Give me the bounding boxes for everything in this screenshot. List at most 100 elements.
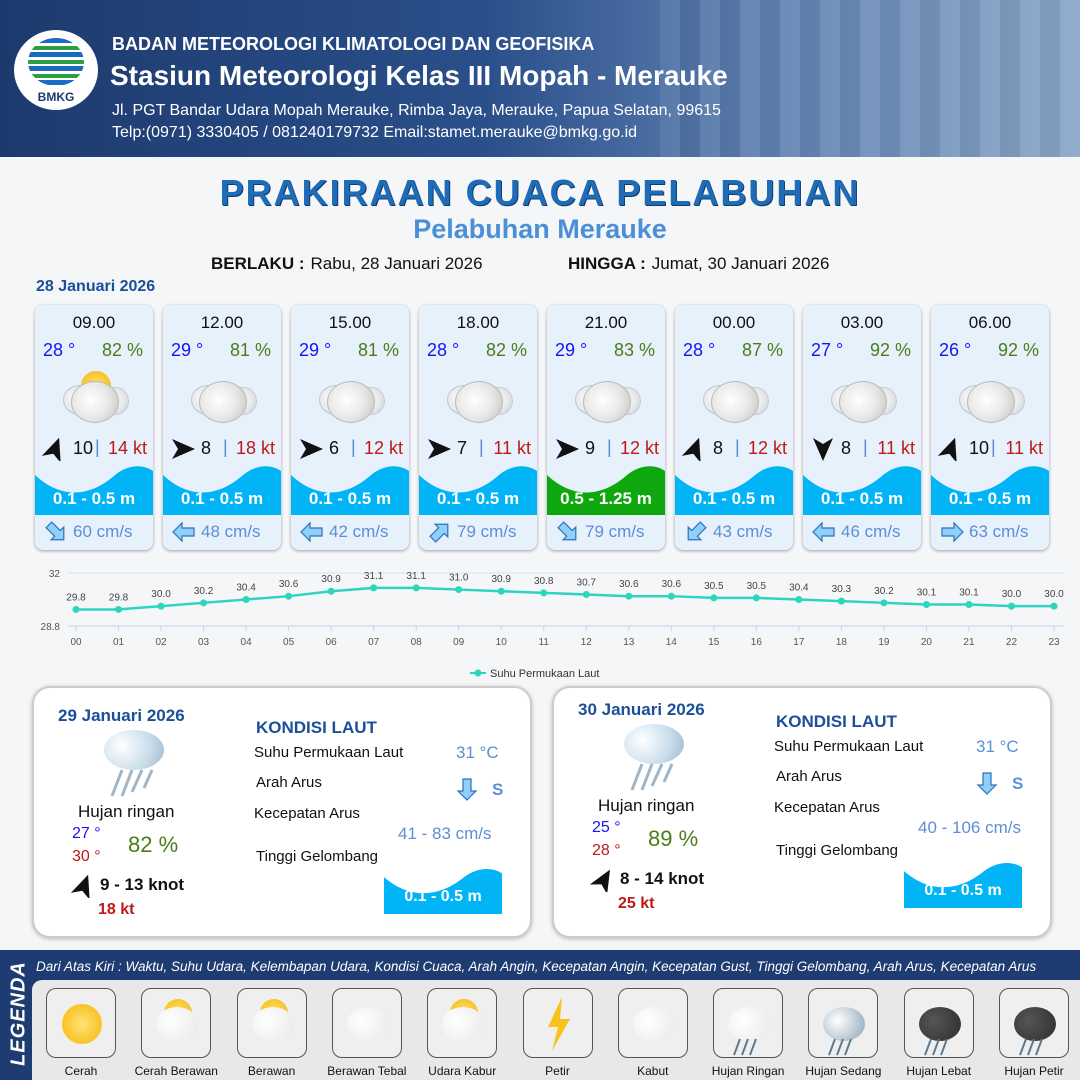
forecast-time: 06.00 <box>968 313 1012 332</box>
overcast-icon <box>331 988 402 1058</box>
data-label: 30.6 <box>279 579 299 590</box>
weather-icon <box>955 377 1025 427</box>
wave-icon <box>931 463 1049 515</box>
x-tick-label: 00 <box>70 637 82 648</box>
wind-direction-icon <box>41 437 61 461</box>
wind-direction-icon <box>70 874 90 900</box>
wind-speed: 8 <box>201 438 212 458</box>
wind-direction-icon <box>813 438 833 461</box>
wind-info: 8 | 11 kt <box>803 437 921 461</box>
data-label: 31.0 <box>449 573 469 584</box>
x-tick-label: 23 <box>1048 637 1060 648</box>
gust-speed: 12 kt <box>619 438 659 458</box>
x-tick-label: 12 <box>581 637 593 648</box>
wave-icon <box>291 463 409 515</box>
humidity: 92 % <box>869 340 911 360</box>
forecast-card: 09.00 28 ° 82 % 10 | 14 kt 0.1 - 0.5 m 60 … <box>35 305 153 550</box>
current-direction-icon <box>456 778 478 801</box>
air-temperature: 27 ° <box>811 340 844 360</box>
air-temperature: 28 ° <box>427 340 460 360</box>
data-point <box>540 589 548 597</box>
data-label: 30.6 <box>662 579 682 590</box>
humidity: 82 % <box>101 340 143 360</box>
wave-height: 0.1 - 0.5 m <box>180 489 264 508</box>
current-direction-icon <box>172 521 195 543</box>
data-point <box>965 600 973 608</box>
kondisi-laut-heading: KONDISI LAUT <box>776 712 897 731</box>
wind-info: 10 | 11 kt <box>931 437 1049 461</box>
wave-icon <box>35 463 153 515</box>
y-tick-label: 32 <box>49 569 61 580</box>
panel-humidity: 82 % <box>128 832 179 857</box>
x-tick-label: 14 <box>666 637 678 648</box>
panel-wave-height: 0.1 - 0.5 m <box>404 888 482 905</box>
forecast-card: 21.00 29 ° 83 % 9 | 12 kt 0.5 - 1.25 m 79 … <box>547 305 665 550</box>
wind-speed: 8 <box>713 438 724 458</box>
haze-icon <box>427 988 498 1058</box>
panel-gust: 18 kt <box>98 901 135 918</box>
data-label: 30.1 <box>959 587 979 598</box>
weather-icon <box>571 377 641 427</box>
data-label: 30.8 <box>534 576 554 587</box>
weather-icon <box>699 377 769 427</box>
forecast-time: 00.00 <box>712 313 756 332</box>
x-tick-label: 06 <box>326 637 338 648</box>
sun-cloud-icon <box>141 988 212 1058</box>
data-label: 29.8 <box>66 592 86 603</box>
x-tick-label: 17 <box>793 637 805 648</box>
weather-icon <box>827 377 897 427</box>
valid-to: HINGGA : Jumat, 30 Januari 2026 <box>568 254 830 273</box>
weather-icon <box>443 377 513 427</box>
panel-weather: Hujan ringan <box>598 796 695 815</box>
x-tick-label: 16 <box>751 637 763 648</box>
data-point <box>157 602 165 610</box>
current-speed: 43 cm/s <box>713 522 773 541</box>
gust-speed: 12 kt <box>747 438 787 458</box>
current-speed: 79 cm/s <box>585 522 645 541</box>
legend-label: Hujan Petir <box>1004 1064 1064 1078</box>
current-info: 60 cm/s <box>43 519 153 545</box>
daily-summary-panel: 29 Januari 2026 Hujan ringan 27 ° 30 ° 8… <box>32 686 532 938</box>
x-tick-label: 07 <box>368 637 380 648</box>
x-tick-label: 21 <box>963 637 975 648</box>
forecast-card: 12.00 29 ° 81 % 8 | 18 kt 0.1 - 0.5 m 48 c… <box>163 305 281 550</box>
legend-label: Cerah Berawan <box>134 1064 218 1078</box>
wind-direction-icon <box>428 439 451 459</box>
panel-weather: Hujan ringan <box>78 802 175 821</box>
panel-wave-height: 0.1 - 0.5 m <box>924 882 1002 899</box>
legend-label: Berawan Tebal <box>327 1064 407 1078</box>
wind-info: 7 | 11 kt <box>419 437 537 461</box>
current-info: 48 cm/s <box>171 519 281 545</box>
air-temperature: 29 ° <box>299 340 332 360</box>
current-info: 42 cm/s <box>299 519 409 545</box>
sst-value: 31 °C <box>456 743 499 762</box>
current-info: 43 cm/s <box>683 519 793 545</box>
wave-height: 0.5 - 1.25 m <box>560 489 652 508</box>
data-label: 30.6 <box>619 579 639 590</box>
gust-speed: 11 kt <box>1005 438 1043 458</box>
forecast-time: 18.00 <box>456 313 500 332</box>
wind-direction-icon <box>300 439 323 459</box>
data-point <box>455 586 463 594</box>
data-label: 30.0 <box>1044 589 1064 600</box>
address: Jl. PGT Bandar Udara Mopah Merauke, Rimb… <box>112 102 721 119</box>
weather-icon <box>187 377 257 427</box>
current-direction-icon <box>45 521 65 541</box>
current-direction-icon <box>300 521 323 543</box>
panel-temp-max: 28 ° <box>592 842 621 859</box>
header-banner: BMKG BADAN METEOROLOGI KLIMATOLOGI DAN G… <box>0 0 1080 157</box>
current-speed-label: Kecepatan Arus <box>774 799 880 816</box>
data-label: 30.4 <box>789 583 809 594</box>
data-label: 30.5 <box>747 581 767 592</box>
bmkg-logo: BMKG <box>14 30 98 110</box>
data-point <box>880 599 888 607</box>
x-tick-label: 09 <box>453 637 465 648</box>
light-rain-icon <box>614 724 694 794</box>
station-name: Stasiun Meteorologi Kelas III Mopah - Me… <box>110 60 728 91</box>
wave-height: 0.1 - 0.5 m <box>820 489 904 508</box>
wave-icon <box>904 860 1022 908</box>
data-label: 30.9 <box>491 574 511 585</box>
sst-label: Suhu Permukaan Laut <box>774 738 924 755</box>
data-label: 30.1 <box>917 587 937 598</box>
agency-name: BADAN METEOROLOGI KLIMATOLOGI DAN GEOFIS… <box>112 34 595 54</box>
